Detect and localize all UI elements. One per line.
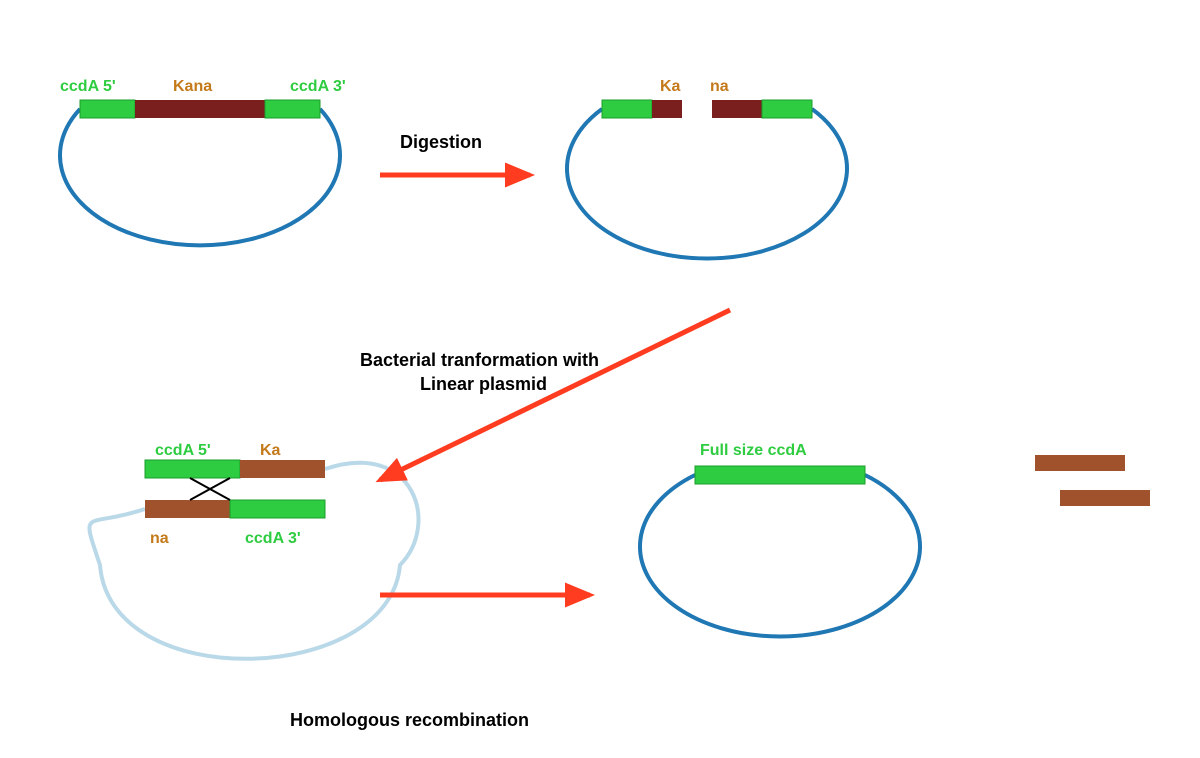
label-transformation-2: Linear plasmid: [420, 374, 547, 395]
label-full-ccdA: Full size ccdA: [700, 442, 807, 460]
plasmid-3-backbone-loop: [89, 463, 418, 659]
plasmid-1-backbone: [60, 109, 340, 245]
p3-bottom-brown: [145, 500, 230, 518]
p1-ccdA5-segment: [80, 100, 135, 118]
label-ka-p3: Ka: [260, 442, 280, 460]
label-digestion: Digestion: [400, 132, 482, 153]
p1-ccdA3-segment: [265, 100, 320, 118]
label-ccdA5-p3: ccdA 5': [155, 442, 211, 460]
plasmid-4-backbone: [640, 475, 920, 637]
svg-canvas: [0, 0, 1200, 758]
label-transformation-1: Bacterial tranformation with: [360, 350, 599, 371]
p2-right-brown: [712, 100, 762, 118]
p2-left-green: [602, 100, 652, 118]
p2-left-brown: [652, 100, 682, 118]
label-na-p2: na: [710, 78, 729, 96]
label-kana-p1: Kana: [173, 78, 212, 96]
p3-top-green: [145, 460, 240, 478]
p1-kana-segment: [135, 100, 265, 118]
p3-bottom-green: [230, 500, 325, 518]
label-na-p3: na: [150, 530, 169, 548]
arrow-a2: [380, 310, 730, 480]
excised-fragment-top: [1035, 455, 1125, 471]
excised-fragment-bottom: [1060, 490, 1150, 506]
p2-right-green: [762, 100, 812, 118]
label-ka-p2: Ka: [660, 78, 680, 96]
p3-top-brown: [240, 460, 325, 478]
diagram-stage: ccdA 5'KanaccdA 3'KanaDigestionBacterial…: [0, 0, 1200, 758]
label-ccdA5-p1: ccdA 5': [60, 78, 116, 96]
label-ccdA3-p3: ccdA 3': [245, 530, 301, 548]
label-ccdA3-p1: ccdA 3': [290, 78, 346, 96]
label-recombination: Homologous recombination: [290, 710, 529, 731]
p4-full-ccdA: [695, 466, 865, 484]
plasmid-2-backbone: [567, 109, 847, 259]
